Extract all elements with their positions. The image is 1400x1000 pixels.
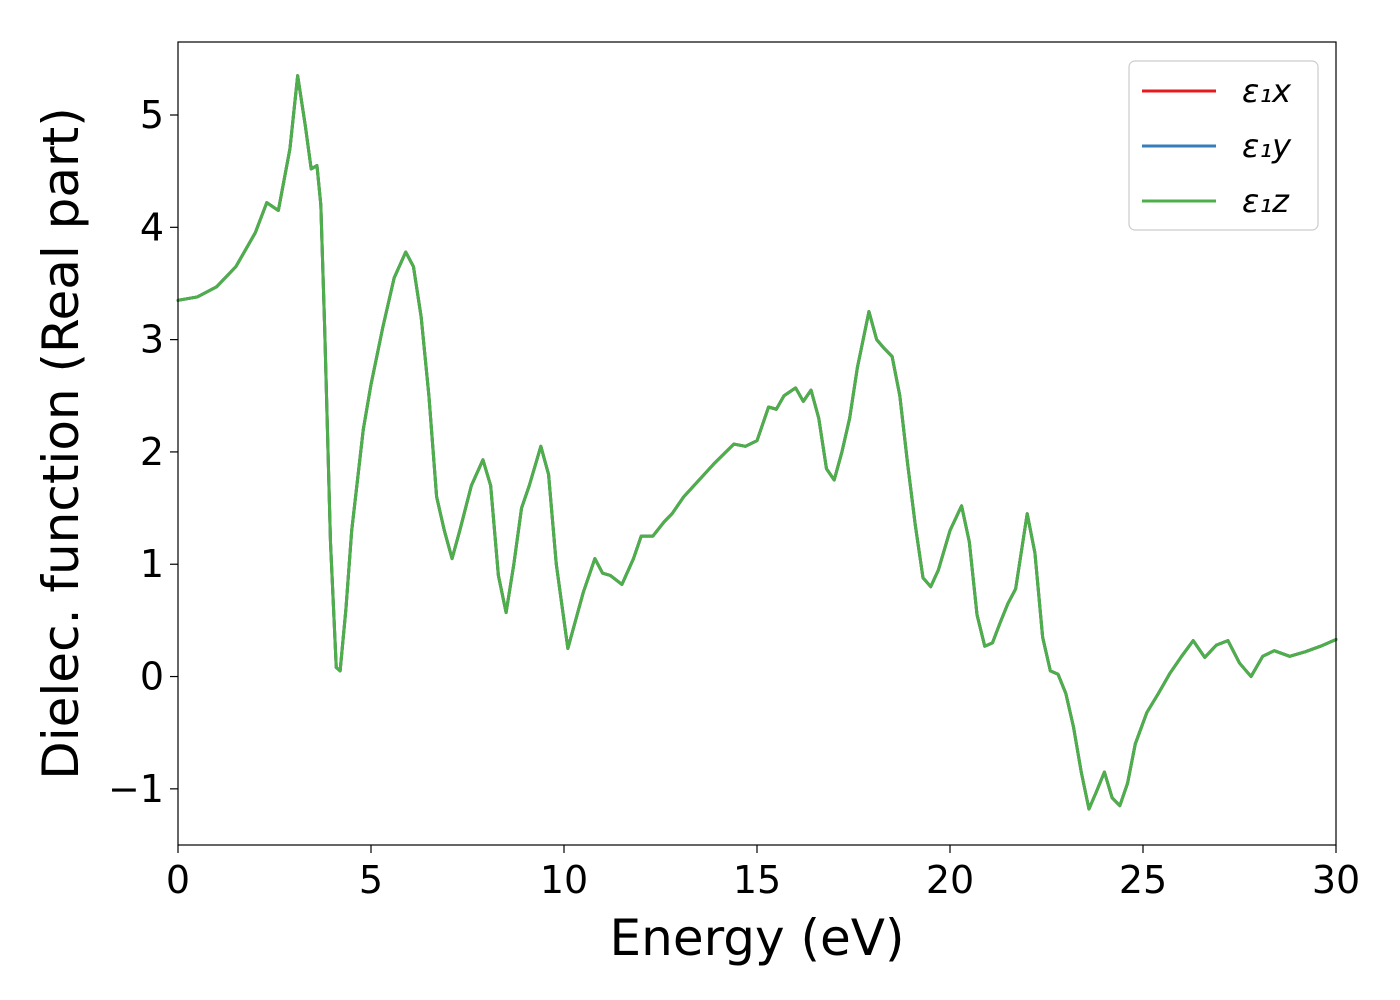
y-tick-label: 0	[140, 655, 164, 699]
legend-label: ε₁x	[1242, 72, 1292, 110]
legend-label: ε₁z	[1242, 182, 1290, 220]
legend-box	[1128, 60, 1319, 231]
x-axis-title: Energy (eV)	[610, 909, 905, 967]
series-layer	[176, 74, 1338, 811]
axis-ticks: 0 5 10 15 20 25 30 −1 0 1 2 3 4 5	[108, 93, 1360, 902]
y-tick-label: 1	[140, 542, 164, 586]
x-tick-label: 0	[166, 858, 190, 902]
x-tick-label: 15	[733, 858, 781, 902]
y-tick-label: 5	[140, 93, 164, 137]
y-tick-label: 2	[140, 430, 164, 474]
x-tick-label: 5	[359, 858, 383, 902]
y-tick-label: 3	[140, 318, 164, 362]
y-tick-label: 4	[140, 205, 164, 249]
legend-label: ε₁y	[1242, 127, 1292, 165]
y-axis-title: Dielec. function (Real part)	[32, 107, 90, 779]
y-tick-label: −1	[108, 767, 164, 811]
series-line-3	[176, 74, 1338, 811]
x-tick-label: 25	[1119, 858, 1167, 902]
x-tick-label: 10	[540, 858, 588, 902]
legend: ε₁x ε₁y ε₁z	[1128, 60, 1319, 231]
x-tick-label: 20	[926, 858, 974, 902]
x-tick-label: 30	[1312, 858, 1360, 902]
